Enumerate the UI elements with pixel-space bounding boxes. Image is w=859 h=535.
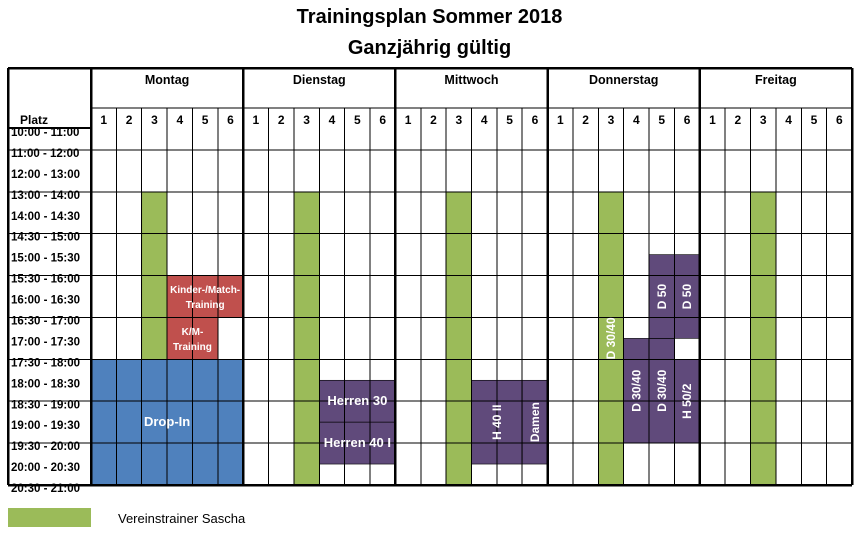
day-header-dienstag: Dienstag (293, 73, 346, 87)
training-block (649, 338, 675, 444)
court-number: 3 (760, 113, 767, 127)
training-block-outline (750, 191, 777, 486)
court-number: 4 (481, 113, 488, 127)
training-block (623, 338, 650, 444)
time-slot-label: 15:00 - 15:30 (11, 253, 80, 265)
court-number: 3 (608, 113, 615, 127)
court-number: 1 (405, 113, 412, 127)
training-block-outline (674, 254, 701, 339)
block-label: H 50/2 (680, 383, 694, 419)
time-slot-label: 14:30 - 15:00 (11, 232, 80, 244)
court-number: 3 (455, 113, 462, 127)
day-header-montag: Montag (145, 73, 189, 87)
time-slot-label: 15:30 - 16:00 (11, 274, 80, 286)
court-number: 2 (126, 113, 133, 127)
block-label: D 50 (655, 284, 669, 310)
court-number: 6 (227, 113, 234, 127)
training-block-outline (674, 359, 701, 444)
block-label: Training (186, 300, 225, 311)
training-block (446, 191, 472, 485)
time-slot-label: 11:00 - 12:00 (11, 148, 79, 160)
block-label: Drop-In (144, 414, 190, 429)
court-number: 3 (151, 113, 158, 127)
day-header-donnerstag: Donnerstag (589, 73, 658, 87)
court-number: 2 (735, 113, 742, 127)
training-block (649, 254, 675, 339)
block-label: D 30/40 (604, 317, 618, 359)
time-slot-label: 17:00 - 17:30 (11, 336, 80, 348)
time-slot-label: 18:00 - 18:30 (11, 378, 80, 390)
time-slot-label: 10:00 - 11:00 (11, 127, 79, 139)
training-block-outline (318, 421, 396, 465)
court-number: 1 (557, 113, 564, 127)
court-number: 1 (709, 113, 716, 127)
time-slot-label: 13:00 - 14:00 (11, 190, 80, 202)
platz-label: Platz (20, 113, 48, 127)
training-block (167, 275, 244, 318)
block-label: Herren 40 I (324, 435, 391, 450)
court-number: 5 (354, 113, 361, 127)
time-slot-label: 12:00 - 13:00 (11, 169, 80, 181)
block-label: K/M- (182, 327, 204, 338)
legend-label: Vereinstrainer Sascha (118, 511, 246, 526)
block-label: Kinder-/Match- (170, 285, 240, 296)
court-number: 6 (379, 113, 386, 127)
training-block (750, 191, 776, 485)
court-number: 5 (658, 113, 665, 127)
court-number: 2 (278, 113, 285, 127)
court-number: 5 (202, 113, 209, 127)
block-label: D 50 (680, 284, 694, 310)
court-number: 2 (430, 113, 437, 127)
training-block (293, 191, 320, 485)
time-slot-label: 20:00 - 20:30 (11, 462, 80, 474)
training-block-outline (90, 359, 244, 486)
court-number: 4 (785, 113, 792, 127)
time-slot-label: 19:30 - 20:00 (11, 441, 80, 453)
time-slot-label: 14:00 - 14:30 (11, 211, 80, 223)
court-number: 6 (684, 113, 691, 127)
page-subtitle: Ganzjährig gültig (347, 37, 512, 59)
page-title: Trainingsplan Sommer 2018 (296, 6, 563, 28)
court-number: 6 (836, 113, 843, 127)
court-number: 5 (811, 113, 818, 127)
time-slot-label: 16:00 - 16:30 (11, 295, 80, 307)
court-number: 5 (506, 113, 513, 127)
court-number: 1 (253, 113, 260, 127)
block-label: Training (173, 342, 212, 353)
time-slot-label: 20:30 - 21:00 (11, 483, 80, 495)
block-label: H 40 II (490, 404, 504, 439)
training-block-outline (521, 379, 548, 465)
block-label: Herren 30 (327, 393, 387, 408)
legend-swatch (8, 508, 91, 527)
day-header-freitag: Freitag (755, 73, 797, 87)
time-slot-label: 19:00 - 19:30 (11, 420, 80, 432)
day-header-mittwoch: Mittwoch (444, 73, 498, 87)
block-label: D 30/40 (629, 369, 643, 411)
time-slot-label: 18:30 - 19:00 (11, 399, 80, 411)
training-block (674, 254, 700, 339)
block-label: Damen (528, 402, 542, 442)
court-number: 4 (633, 113, 640, 127)
court-number: 1 (100, 113, 107, 127)
training-block (598, 191, 624, 485)
training-block-outline (445, 191, 472, 486)
block-label: D 30/40 (655, 369, 669, 411)
court-number: 2 (582, 113, 589, 127)
time-slot-label: 16:30 - 17:00 (11, 316, 80, 328)
time-slot-label: 17:30 - 18:00 (11, 357, 80, 369)
court-number: 4 (176, 113, 183, 127)
training-block (522, 380, 548, 465)
court-number: 6 (532, 113, 539, 127)
court-number: 4 (329, 113, 336, 127)
court-number: 3 (303, 113, 310, 127)
training-block-outline (293, 191, 320, 486)
